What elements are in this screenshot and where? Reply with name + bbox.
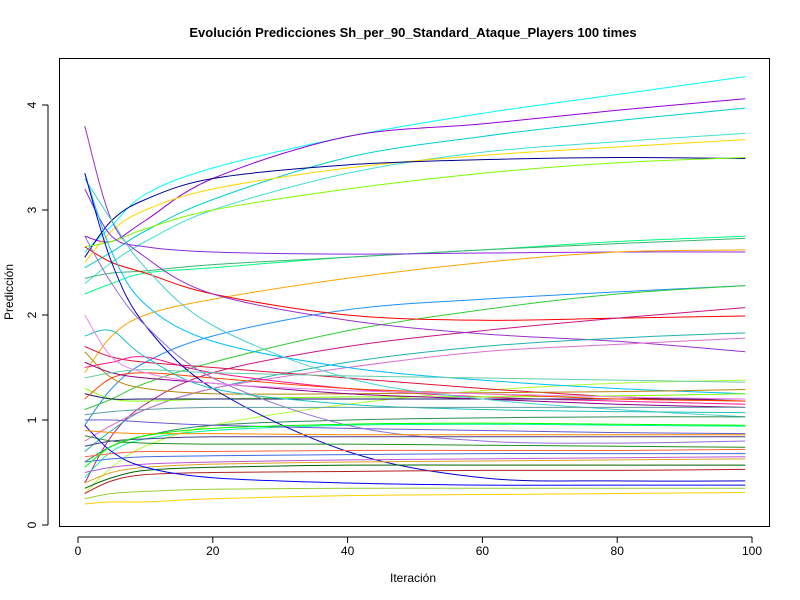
y-tick-label: 1: [25, 416, 39, 423]
series-line-1: [84, 76, 746, 253]
series-line-18: [84, 337, 746, 442]
y-tick-label: 4: [25, 101, 39, 108]
series-line-31: [84, 419, 746, 435]
series-line-36: [84, 453, 746, 463]
chart-title: Evolución Predicciones Sh_per_90_Standar…: [189, 25, 636, 40]
series-line-5: [84, 139, 746, 263]
series-line-30: [84, 423, 746, 479]
series-line-4: [84, 132, 746, 284]
series-line-33: [84, 236, 746, 444]
series-line-13: [84, 285, 746, 410]
series-line-32: [84, 173, 746, 482]
series-line-39: [84, 464, 746, 489]
series-line-40: [84, 468, 746, 494]
series-line-28: [84, 178, 746, 418]
series-line-23: [84, 388, 746, 402]
series-line-37: [84, 456, 746, 473]
series-line-3: [84, 107, 746, 269]
series-line-8: [84, 235, 746, 295]
x-tick-label: 40: [341, 544, 355, 558]
series-line-26: [84, 372, 746, 402]
series-line-48: [84, 430, 746, 436]
series-line-50: [84, 422, 746, 468]
series-line-20: [84, 173, 746, 395]
x-tick-label: 0: [75, 544, 82, 558]
series-line-27: [84, 361, 746, 408]
series-line-45: [84, 369, 746, 383]
y-axis-label: Predicción: [2, 264, 16, 320]
series-line-43: [84, 491, 746, 505]
series-line-12: [84, 285, 746, 426]
series-line-6: [84, 156, 746, 258]
series-line-17: [84, 332, 746, 452]
series-line-42: [84, 487, 746, 500]
series-line-44: [84, 329, 746, 414]
x-tick-label: 60: [476, 544, 490, 558]
series-line-16: [84, 125, 746, 353]
series-line-29: [84, 416, 746, 463]
series-line-24: [84, 351, 746, 395]
y-tick-label: 2: [25, 311, 39, 318]
series-line-34: [84, 435, 746, 448]
x-axis-label: Iteración: [390, 571, 436, 585]
series-line-46: [84, 314, 746, 400]
series-line-49: [84, 436, 746, 447]
plot-area-border: [59, 58, 770, 527]
series-line-38: [84, 458, 746, 484]
series-line-7: [84, 157, 746, 248]
series-line-35: [84, 448, 746, 458]
x-tick-label: 20: [206, 544, 220, 558]
series-line-41: [84, 424, 746, 486]
x-axis: 0 20 40 60 80 100: [75, 536, 762, 558]
y-tick-label: 3: [25, 206, 39, 213]
series-line-9: [84, 237, 746, 279]
series-group: [84, 76, 746, 505]
y-tick-label: 0: [25, 521, 39, 528]
y-axis: 0 1 2 3 4: [25, 101, 49, 528]
series-line-2: [84, 98, 746, 243]
series-line-11: [84, 249, 746, 374]
x-tick-label: 100: [742, 544, 762, 558]
series-line-47: [84, 406, 746, 416]
x-tick-label: 80: [611, 544, 625, 558]
series-line-14: [84, 246, 746, 321]
